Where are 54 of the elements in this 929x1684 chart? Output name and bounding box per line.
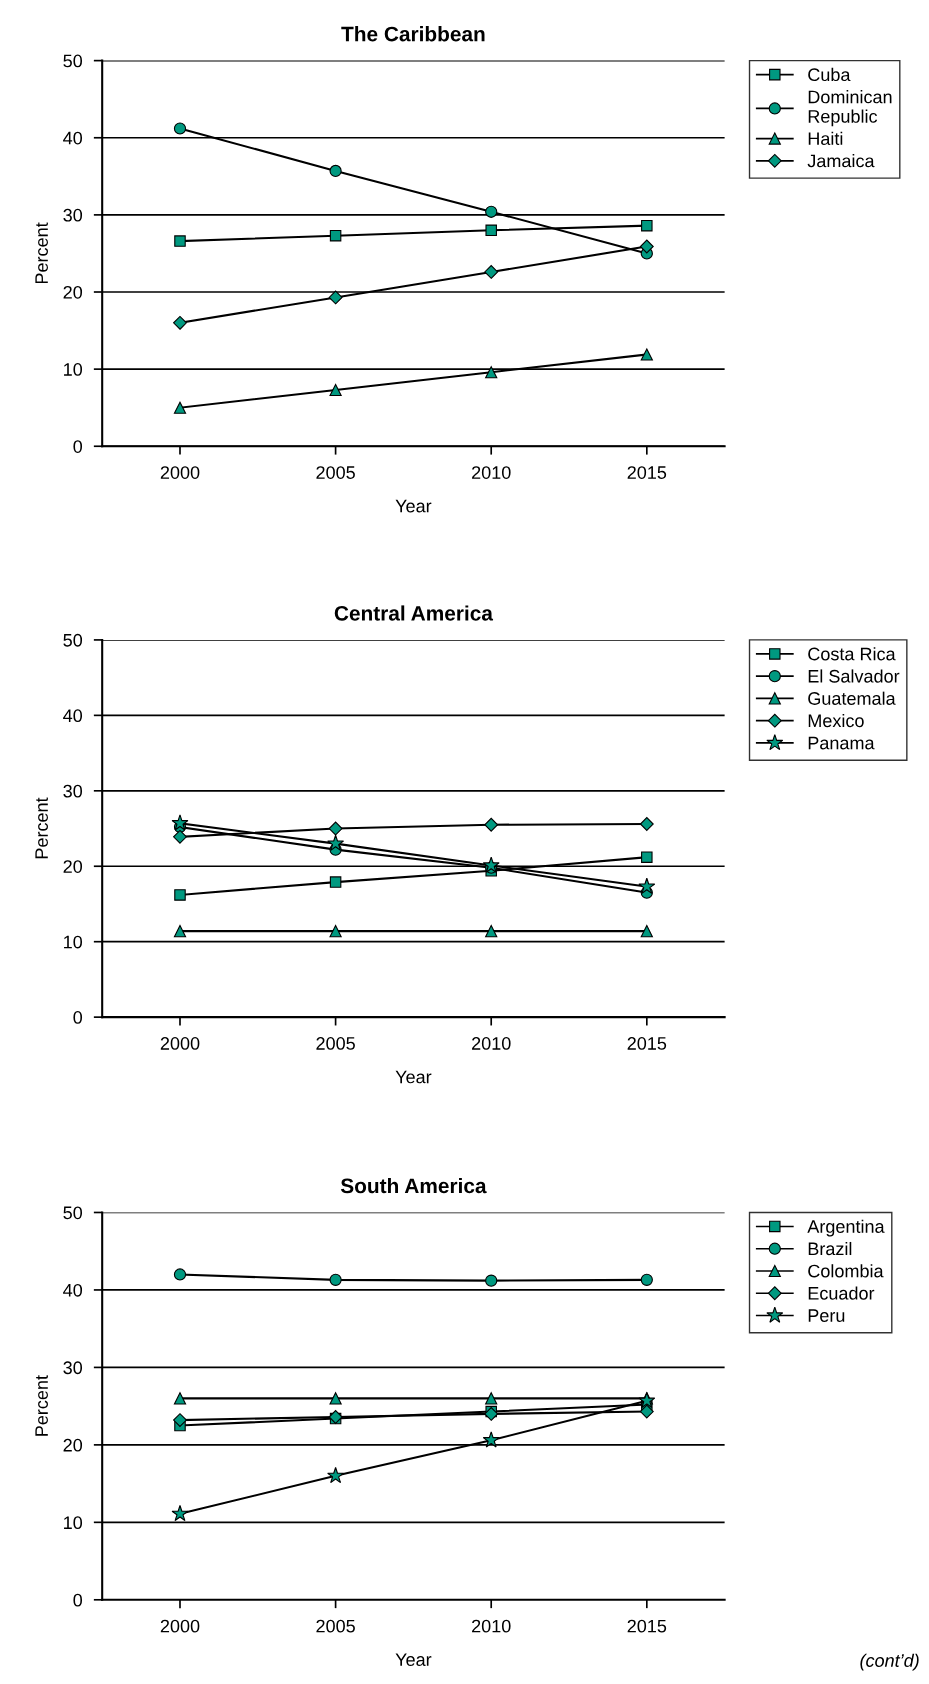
y-axis-title: Percent [35, 1375, 48, 1436]
legend-label: Peru [808, 1309, 845, 1322]
legend-label: Argentina [807, 1219, 885, 1237]
legend-label: Haiti [808, 131, 843, 146]
y-tick-label: 20 [63, 860, 83, 873]
y-tick-label: 20 [63, 285, 83, 299]
y-tick-label: 50 [63, 54, 83, 68]
legend-label: Dominican Republic [808, 90, 892, 127]
x-tick-label: 2015 [627, 1619, 667, 1633]
y-tick-label: 50 [63, 1206, 83, 1220]
x-tick-label: 2005 [316, 466, 355, 479]
legend-label: Cuba [808, 67, 851, 82]
y-tick-label: 30 [63, 1361, 83, 1375]
x-tick-label: 2010 [472, 1619, 511, 1633]
y-axis-title: Percent [35, 222, 48, 284]
x-tick-label: 2005 [316, 1037, 355, 1050]
y-axis-title: Percent [35, 797, 48, 859]
y-tick-label: 30 [63, 208, 83, 222]
x-tick-label: 2005 [316, 1619, 355, 1633]
x-axis-title: Year [395, 1653, 432, 1666]
y-tick-label: 40 [63, 131, 83, 145]
x-tick-label: 2010 [472, 1037, 511, 1050]
y-tick-label: 0 [73, 1011, 83, 1024]
legend-label: Panama [808, 736, 875, 750]
y-tick-label: 50 [63, 633, 83, 647]
y-tick-label: 10 [64, 363, 83, 376]
y-tick-label: 10 [64, 935, 83, 949]
x-axis-title: Year [395, 499, 432, 513]
y-tick-label: 0 [73, 440, 83, 453]
legend-label: Colombia [808, 1264, 884, 1278]
legend-label: Mexico [808, 713, 864, 728]
chart-title: South America [340, 1177, 487, 1194]
y-tick-label: 40 [63, 709, 83, 723]
y-tick-label: 10 [64, 1516, 83, 1530]
legend-label: El Salvador [808, 669, 900, 683]
y-tick-label: 0 [73, 1593, 83, 1607]
chart-title: Central America [334, 605, 494, 621]
legend-label: Brazil [808, 1241, 852, 1256]
text: (cont’d) [860, 1653, 919, 1671]
x-tick-label: 2000 [160, 1619, 200, 1633]
y-tick-label: 20 [63, 1438, 83, 1452]
x-tick-label: 2015 [627, 466, 667, 479]
x-tick-label: 2000 [160, 1037, 200, 1050]
legend-label: Costa Rica [808, 647, 896, 661]
x-tick-label: 2015 [627, 1037, 667, 1050]
legend-label: Jamaica [807, 154, 875, 168]
x-axis-title: Year [395, 1070, 432, 1084]
x-tick-label: 2000 [160, 466, 200, 479]
x-tick-label: 2010 [472, 466, 511, 479]
chart-title: The Caribbean [341, 26, 485, 42]
y-tick-label: 30 [63, 784, 83, 798]
y-tick-label: 40 [63, 1283, 83, 1297]
legend-label: Ecuador [808, 1286, 875, 1300]
legend-label: Guatemala [808, 691, 896, 705]
